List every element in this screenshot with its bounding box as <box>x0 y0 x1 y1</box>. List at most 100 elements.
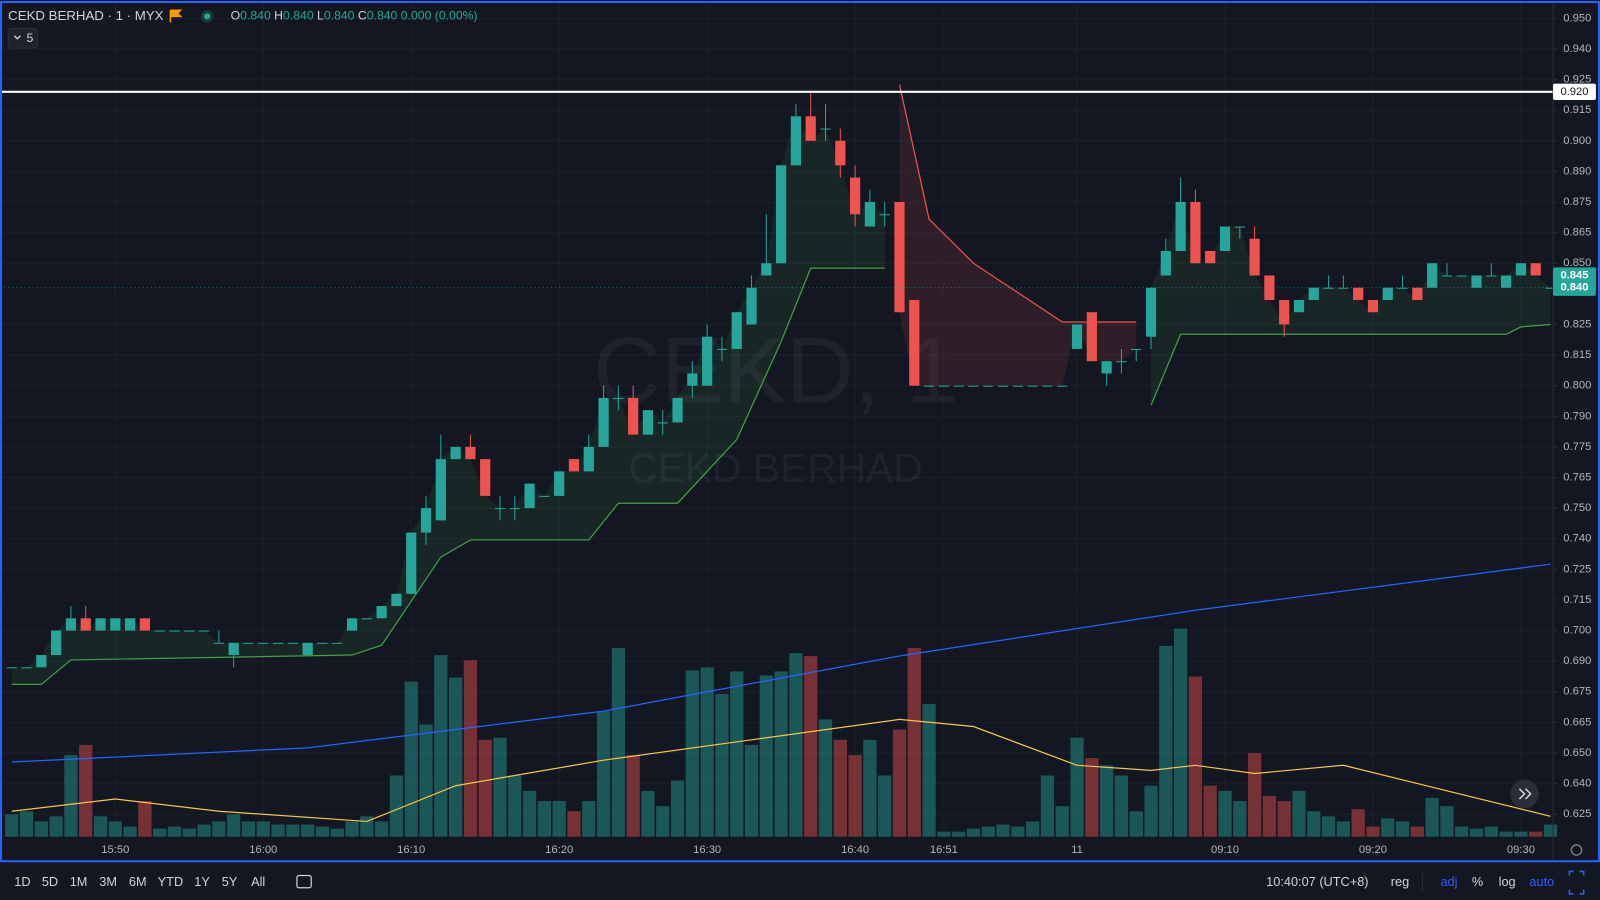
candle-body <box>272 642 284 644</box>
volume-bar <box>1026 821 1040 837</box>
volume-bar <box>1277 801 1291 837</box>
candle-body <box>1205 250 1216 264</box>
volume-average <box>11 718 1551 823</box>
bottom-toolbar: 1D 5D 1M 3M 6M YTD 1Y 5Y All adj% log auto <box>14 874 1554 889</box>
candle-body <box>746 287 757 325</box>
candle-body <box>450 446 461 460</box>
volume-bar <box>774 671 788 837</box>
candle-body <box>80 618 91 631</box>
candle-body <box>139 618 150 631</box>
y-tick-label: 0.650 <box>1563 747 1591 759</box>
candle-body <box>36 655 47 668</box>
volume-bar <box>996 824 1010 837</box>
x-tick-label: 16:20 <box>545 844 573 856</box>
candle-body <box>716 348 728 350</box>
candle-body <box>879 214 890 216</box>
candle-body <box>1412 287 1423 300</box>
candle-body <box>1545 287 1556 289</box>
volume-bar <box>123 826 137 837</box>
volume-bar <box>863 739 877 837</box>
candle-body <box>1131 348 1142 350</box>
volume-bar <box>138 801 152 837</box>
volume-bar <box>1514 831 1528 837</box>
volume-bar <box>1055 806 1069 837</box>
range-button[interactable]: All <box>251 874 265 889</box>
candle-body <box>332 642 343 644</box>
volume-bar <box>227 814 241 837</box>
session-button[interactable]: reg <box>1391 874 1409 889</box>
volume-bar <box>1173 628 1188 837</box>
volume-bar <box>1410 826 1424 837</box>
price-tag <box>1553 83 1596 100</box>
y-tick-label: 0.665 <box>1563 716 1591 728</box>
volume-bar <box>93 816 108 837</box>
candle-body <box>539 495 550 497</box>
candle-body <box>1190 202 1201 264</box>
candle-body <box>1501 275 1512 288</box>
volume-bar <box>1307 811 1321 837</box>
x-tick-label: 11 <box>1071 844 1083 856</box>
range-button[interactable]: 1M <box>70 874 88 889</box>
range-button[interactable]: 5D <box>42 874 58 889</box>
candle-body <box>1308 287 1319 300</box>
volume-bar <box>404 681 418 837</box>
option-button[interactable]: log <box>1499 874 1516 889</box>
candle-body <box>968 385 979 387</box>
volume-bar <box>197 824 211 837</box>
option-button[interactable]: % <box>1472 874 1483 889</box>
x-tick-label: 16:10 <box>397 844 425 856</box>
fullscreen-icon[interactable] <box>1568 870 1585 895</box>
range-button[interactable]: 3M <box>99 874 117 889</box>
volume-bar <box>1129 811 1143 837</box>
candle-body <box>938 385 949 387</box>
range-button[interactable]: 5Y <box>222 874 238 889</box>
volume-bar <box>301 824 315 837</box>
candle-body <box>953 385 964 387</box>
volume-bar <box>567 811 581 837</box>
range-button[interactable]: YTD <box>158 874 184 889</box>
volume-bar <box>463 660 478 837</box>
symbol-title[interactable]: CEKD BERHAD · 1 · MYX <box>8 8 164 23</box>
indicator-count[interactable]: 5 <box>27 31 34 45</box>
candle-body <box>1057 385 1068 387</box>
x-tick-label: 16:00 <box>249 844 277 856</box>
volume-bar <box>345 821 359 837</box>
settings-icon[interactable] <box>1570 844 1583 856</box>
volume-bar <box>1469 828 1484 837</box>
volume-bar <box>1159 645 1173 837</box>
volume-bar <box>892 729 907 837</box>
indicator-toggle[interactable] <box>7 28 39 49</box>
y-tick-label: 0.750 <box>1563 502 1591 514</box>
candle-body <box>687 373 698 386</box>
volume-bar <box>922 704 936 837</box>
candle-body <box>213 642 224 644</box>
volume-bar <box>818 719 833 837</box>
volume-bar <box>1440 806 1454 837</box>
range-button[interactable]: 1Y <box>194 874 210 889</box>
y-tick-label: 0.625 <box>1563 808 1591 820</box>
candle-body <box>346 618 358 631</box>
volume-bar <box>966 828 981 837</box>
flag-icon[interactable] <box>169 9 183 23</box>
y-tick-label: 0.825 <box>1563 318 1591 330</box>
range-button[interactable]: 1D <box>14 874 30 889</box>
volume-bar <box>981 826 995 837</box>
volume-bar <box>1366 826 1380 837</box>
candle-body <box>1293 299 1305 313</box>
candle-body <box>1486 275 1497 277</box>
option-button[interactable]: auto <box>1529 874 1554 889</box>
volume-bar <box>611 647 625 837</box>
candle-body <box>243 642 254 644</box>
volume-bar <box>685 670 699 837</box>
volume-bar <box>1292 790 1306 837</box>
candle-body <box>1279 299 1290 325</box>
option-button[interactable]: adj <box>1440 874 1457 889</box>
candle-body <box>51 630 62 656</box>
range-button[interactable]: 6M <box>129 874 147 889</box>
watermark: CEKD, 1 <box>593 317 958 422</box>
band-fill <box>1151 202 1551 406</box>
volume-bar <box>1100 765 1114 837</box>
goto-date-icon[interactable] <box>296 874 312 889</box>
y-tick-label: 0.915 <box>1563 104 1591 116</box>
volume-bar <box>937 831 951 837</box>
